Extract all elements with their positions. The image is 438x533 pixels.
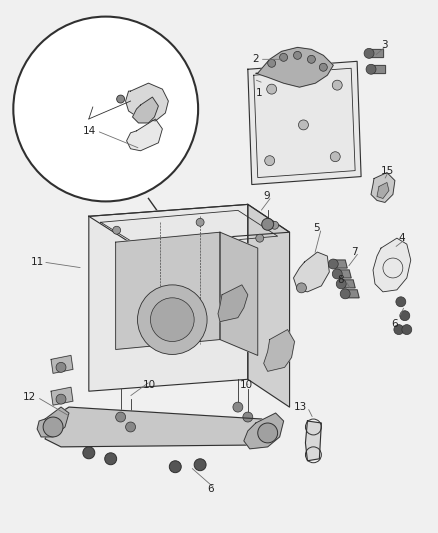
Polygon shape: [51, 356, 73, 373]
Circle shape: [83, 447, 95, 459]
Circle shape: [113, 226, 120, 234]
Circle shape: [262, 219, 274, 230]
Text: 4: 4: [399, 233, 406, 243]
Text: 15: 15: [381, 166, 394, 175]
Circle shape: [297, 283, 307, 293]
Circle shape: [43, 417, 63, 437]
Circle shape: [243, 412, 253, 422]
Polygon shape: [218, 285, 248, 321]
Polygon shape: [373, 238, 411, 292]
Circle shape: [298, 120, 308, 130]
Polygon shape: [248, 61, 361, 184]
Polygon shape: [371, 65, 385, 73]
Circle shape: [56, 394, 66, 404]
Text: 6: 6: [207, 483, 214, 494]
Polygon shape: [89, 204, 290, 244]
Polygon shape: [45, 407, 278, 447]
Polygon shape: [337, 270, 351, 278]
Text: 7: 7: [351, 247, 358, 257]
Circle shape: [256, 234, 264, 242]
Circle shape: [293, 51, 301, 59]
Circle shape: [366, 64, 376, 74]
Circle shape: [13, 17, 198, 201]
Circle shape: [364, 49, 374, 58]
Text: 8: 8: [337, 275, 344, 285]
Circle shape: [402, 325, 412, 335]
Circle shape: [328, 259, 338, 269]
Circle shape: [150, 298, 194, 342]
Polygon shape: [244, 413, 283, 449]
Circle shape: [319, 63, 327, 71]
Text: 1: 1: [256, 88, 262, 98]
Circle shape: [332, 80, 342, 90]
Circle shape: [265, 156, 275, 166]
Circle shape: [126, 422, 135, 432]
Polygon shape: [116, 232, 220, 350]
Text: 12: 12: [23, 392, 36, 402]
Polygon shape: [305, 421, 321, 461]
Circle shape: [400, 311, 410, 321]
Circle shape: [307, 55, 315, 63]
Circle shape: [340, 289, 350, 299]
Polygon shape: [256, 47, 333, 87]
Polygon shape: [248, 204, 290, 407]
Circle shape: [268, 59, 276, 67]
Polygon shape: [371, 173, 395, 203]
Circle shape: [170, 461, 181, 473]
Circle shape: [271, 221, 279, 229]
Circle shape: [332, 269, 342, 279]
Polygon shape: [345, 290, 359, 298]
Circle shape: [116, 412, 126, 422]
Text: 13: 13: [293, 402, 307, 412]
Polygon shape: [51, 387, 73, 405]
Circle shape: [138, 285, 207, 354]
Circle shape: [394, 325, 404, 335]
Circle shape: [233, 402, 243, 412]
Circle shape: [330, 152, 340, 161]
Text: 5: 5: [314, 223, 320, 233]
Polygon shape: [127, 119, 162, 151]
Circle shape: [279, 53, 288, 61]
Circle shape: [336, 279, 346, 289]
Text: 11: 11: [31, 257, 44, 267]
Text: 3: 3: [381, 41, 388, 51]
Circle shape: [56, 362, 66, 373]
Polygon shape: [333, 260, 347, 268]
Text: 14: 14: [83, 126, 96, 136]
Circle shape: [267, 84, 277, 94]
Polygon shape: [377, 182, 389, 198]
Polygon shape: [293, 252, 329, 292]
Polygon shape: [126, 83, 168, 121]
Text: 9: 9: [264, 191, 270, 201]
Circle shape: [196, 219, 204, 226]
Polygon shape: [264, 329, 294, 372]
Polygon shape: [133, 97, 159, 123]
Text: 2: 2: [252, 54, 258, 64]
Text: 6: 6: [391, 319, 398, 329]
Circle shape: [396, 297, 406, 307]
Circle shape: [194, 459, 206, 471]
Polygon shape: [369, 50, 383, 58]
Circle shape: [258, 423, 278, 443]
Polygon shape: [89, 204, 248, 391]
Circle shape: [117, 95, 124, 103]
Polygon shape: [220, 232, 258, 356]
Polygon shape: [341, 280, 355, 288]
Polygon shape: [37, 407, 69, 437]
Text: 10: 10: [142, 380, 155, 390]
Circle shape: [105, 453, 117, 465]
Text: 10: 10: [240, 380, 253, 390]
